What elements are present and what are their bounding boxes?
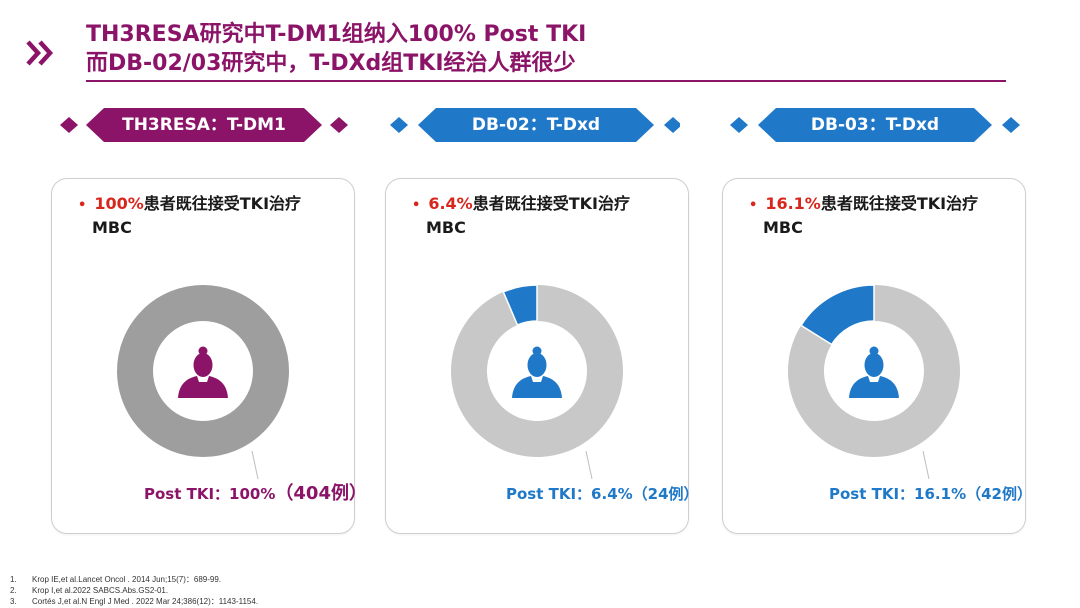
bullet-line-2: MBC xyxy=(92,218,132,237)
person-icon xyxy=(512,346,562,398)
post-tki-text: Post TKI：100% xyxy=(144,485,276,503)
reference-2: 2. Krop I,et al.2022 SABCS.Abs.GS2-01. xyxy=(10,586,169,595)
percent-highlight: 16.1% xyxy=(765,194,821,213)
bullet-line-2: MBC xyxy=(763,218,803,237)
bullet-text: 患者既往接受TKI治疗 xyxy=(143,194,302,213)
donut-slice-other xyxy=(451,285,623,458)
post-tki-text: Post TKI：6.4%（24例） xyxy=(506,485,699,503)
percent-highlight: 6.4% xyxy=(428,194,473,213)
bullet-text: 患者既往接受TKI治疗 xyxy=(820,194,979,213)
card-db03-bullet: • 16.1%患者既往接受TKI治疗 MBC xyxy=(749,193,978,239)
reference-1: 1. Krop IE,et al.Lancet Oncol . 2014 Jun;… xyxy=(10,575,222,584)
bullet-dot: • xyxy=(749,198,758,213)
banner-th3resa-label: TH3RESA：T-DM1 xyxy=(122,115,286,135)
references: 1. Krop IE,et al.Lancet Oncol . 2014 Jun;… xyxy=(10,574,258,607)
banner-db02-label: DB-02：T-Dxd xyxy=(471,115,601,135)
leader-line xyxy=(922,450,930,480)
banner-db03-label: DB-03：T-Dxd xyxy=(810,115,940,135)
card-db02-bullet: • 6.4%患者既往接受TKI治疗 MBC xyxy=(412,193,630,239)
banner-db03: DB-03：T-Dxd xyxy=(730,108,1022,142)
slide-title-line-2: 而DB-02/03研究中，T-DXd组TKI经治人群很少 xyxy=(86,51,576,76)
donut-slice-other xyxy=(788,285,960,458)
percent-highlight: 100% xyxy=(94,194,144,213)
banner-th3resa: TH3RESA：T-DM1 xyxy=(60,108,350,142)
slide-title: TH3RESA研究中T-DM1组纳入100% Post TKI 而DB-02/0… xyxy=(86,20,1016,78)
post-tki-text: Post TKI：16.1%（42例） xyxy=(829,485,1032,503)
person-icon xyxy=(178,346,228,398)
card-th3resa: • 100%患者既往接受TKI治疗 MBC Post TKI：100%（404例） xyxy=(51,178,367,534)
double-chevron-icon xyxy=(26,40,54,66)
donut-chart-db02 xyxy=(451,284,623,480)
post-tki-count: （404例） xyxy=(275,483,367,504)
post-tki-label-db02: Post TKI：6.4%（24例） xyxy=(506,483,699,504)
banner-db02-shape xyxy=(390,108,680,142)
reference-3: 3. Cortés J,et al.N Engl J Med . 2022 Mar… xyxy=(10,597,259,606)
donut-slice-post-tki xyxy=(800,284,875,346)
bullet-dot: • xyxy=(78,198,87,213)
card-db03: • 16.1%患者既往接受TKI治疗 MBC Post TKI：16.1%（42例… xyxy=(722,178,1032,534)
post-tki-label-db03: Post TKI：16.1%（42例） xyxy=(829,483,1032,504)
bullet-dot: • xyxy=(412,198,421,213)
bullet-line-2: MBC xyxy=(426,218,466,237)
slide-title-line-1: TH3RESA研究中T-DM1组纳入100% Post TKI xyxy=(86,22,587,47)
bullet-text: 患者既往接受TKI治疗 xyxy=(472,194,630,213)
post-tki-label-th3resa: Post TKI：100%（404例） xyxy=(144,479,367,505)
banner-db02: DB-02：T-Dxd xyxy=(390,108,680,142)
donut-slice-post-tki xyxy=(502,284,538,326)
person-icon xyxy=(849,346,899,398)
donut-chart-db03 xyxy=(788,284,960,480)
donut-chart-th3resa xyxy=(117,285,289,480)
leader-line xyxy=(585,450,593,480)
donut-slice-post-tki xyxy=(117,285,289,457)
card-th3resa-bullet: • 100%患者既往接受TKI治疗 MBC xyxy=(78,193,301,239)
card-db02: • 6.4%患者既往接受TKI治疗 MBC Post TKI：6.4%（24例） xyxy=(385,178,699,534)
leader-line xyxy=(251,450,259,480)
title-underline xyxy=(86,80,1006,82)
banner-db03-shape xyxy=(730,108,1020,142)
banner-th3resa-shape xyxy=(60,108,348,142)
